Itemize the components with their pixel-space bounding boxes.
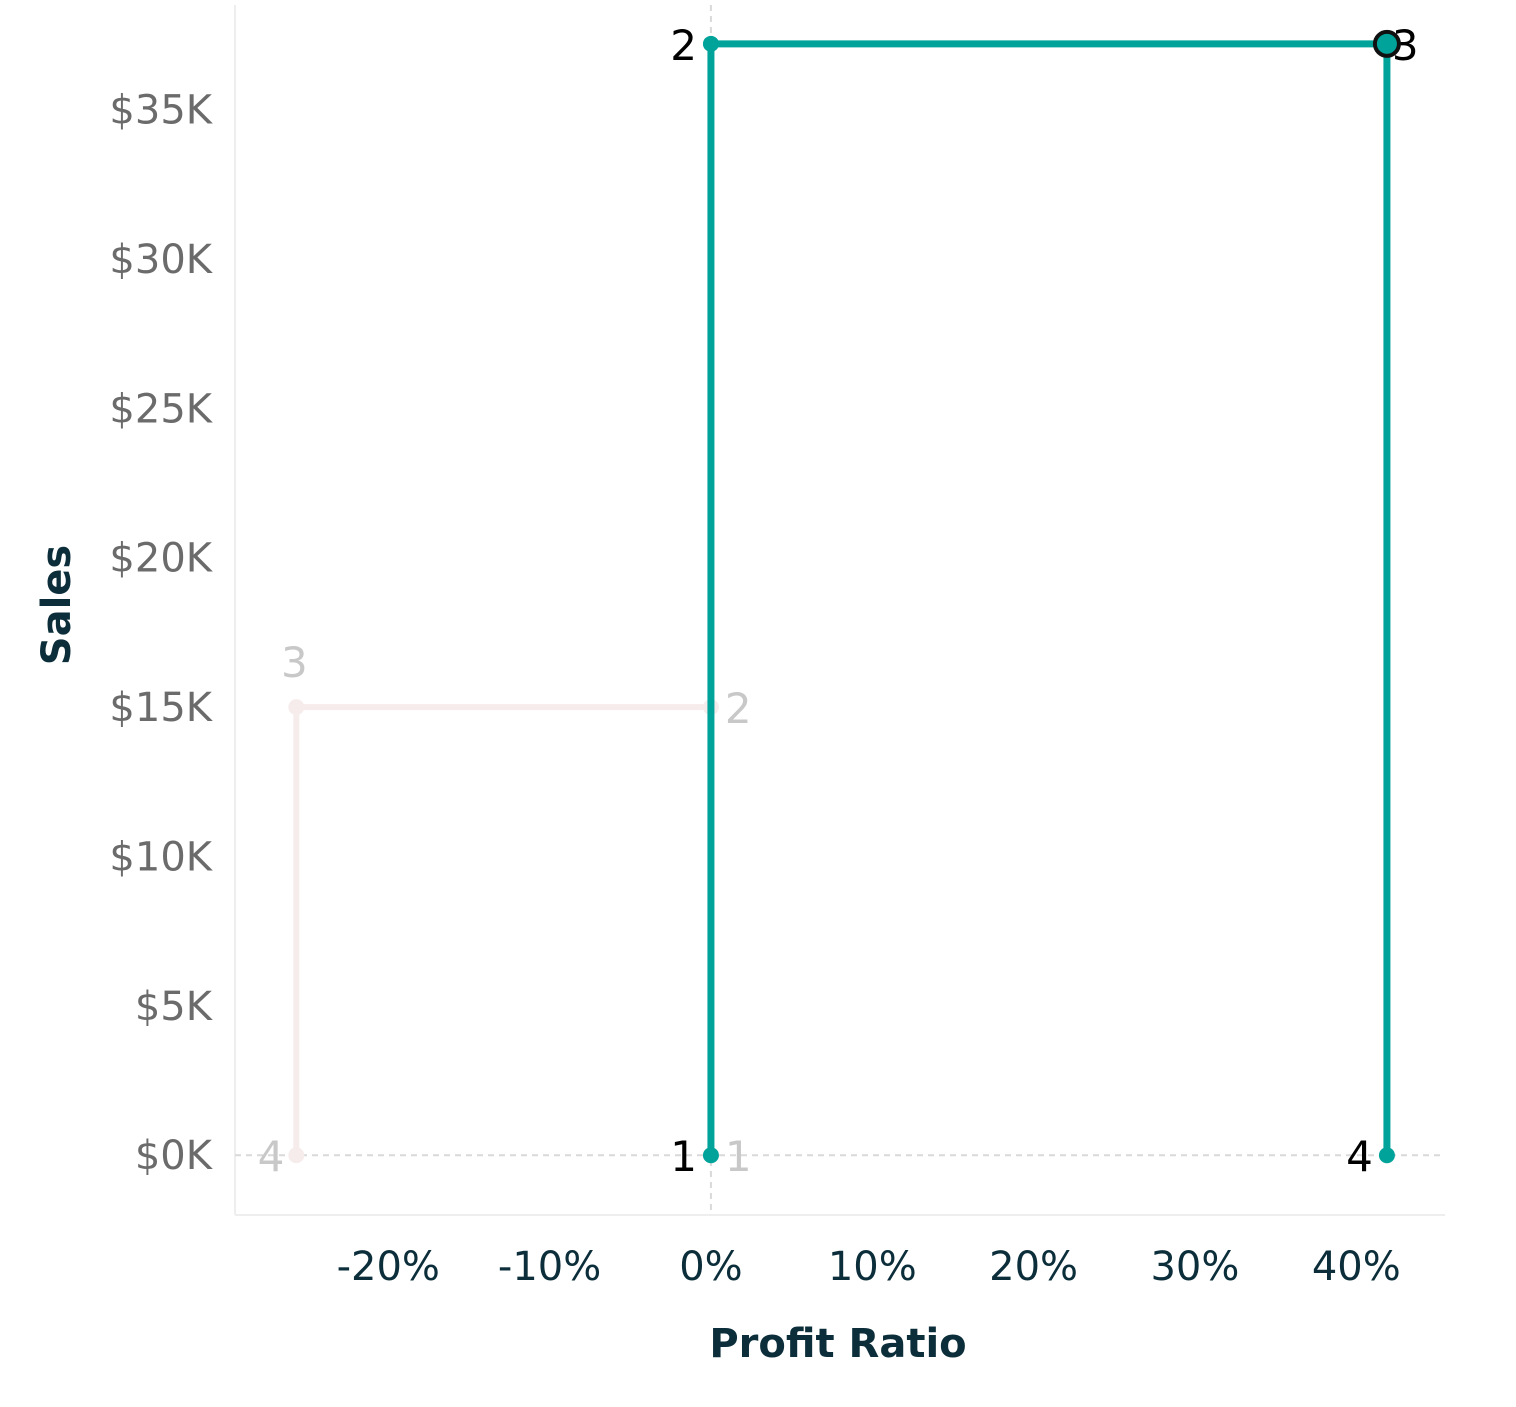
x-tick-label: -20% <box>337 1244 440 1290</box>
series-line <box>293 704 714 1156</box>
y-tick-label: $15K <box>109 685 213 731</box>
plot-frame <box>234 5 1445 1216</box>
data-point[interactable] <box>288 1147 305 1164</box>
data-point[interactable] <box>1378 1147 1395 1164</box>
x-axis-title: Profit Ratio <box>709 1321 966 1367</box>
data-point[interactable] <box>702 1147 719 1164</box>
data-point[interactable] <box>702 35 719 52</box>
x-tick-labels: -20% -10% 0% 10% 20% 30% 40% <box>337 1244 1401 1290</box>
y-tick-label: $5K <box>135 984 214 1030</box>
x-tick-label: 30% <box>1150 1244 1239 1290</box>
y-tick-label: $35K <box>109 88 213 134</box>
y-axis-title: Sales <box>34 545 80 665</box>
data-point-label: 2 <box>725 684 752 733</box>
series-line <box>707 40 1391 1156</box>
y-tick-label: $10K <box>109 834 213 880</box>
data-point-label: 2 <box>670 21 697 70</box>
data-point-label: 1 <box>725 1132 752 1181</box>
y-tick-label: $25K <box>109 386 213 432</box>
x-tick-label: -10% <box>498 1244 601 1290</box>
data-point-label: 1 <box>670 1132 697 1181</box>
y-tick-label: $20K <box>109 536 213 582</box>
data-point-label: 4 <box>1346 1132 1373 1181</box>
data-point[interactable] <box>288 699 305 716</box>
x-tick-label: 40% <box>1312 1244 1401 1290</box>
y-tick-labels: $0K $5K $10K $15K $20K $25K $30K $35K <box>109 88 213 1180</box>
data-point-label: 3 <box>281 638 308 687</box>
selected-point-marker[interactable] <box>1372 29 1401 58</box>
data-point-label: 4 <box>258 1132 285 1181</box>
y-tick-label: $0K <box>135 1133 214 1179</box>
series-highlighted: 12 34 <box>670 21 1418 1181</box>
y-tick-label: $30K <box>109 237 213 283</box>
x-tick-label: 20% <box>989 1244 1078 1290</box>
x-tick-label: 0% <box>679 1244 742 1290</box>
series-faded: 1 2 3 4 <box>258 638 752 1181</box>
x-tick-label: 10% <box>828 1244 917 1290</box>
reference-lines <box>235 5 1445 1215</box>
